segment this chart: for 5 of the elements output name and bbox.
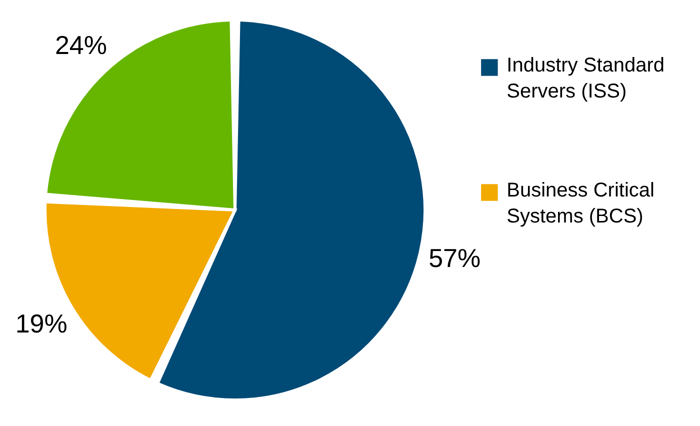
data-label: 19%: [15, 308, 68, 339]
data-label: 24%: [54, 30, 107, 60]
legend-label: Business Critical Systems (BCS): [506, 180, 654, 228]
data-label: 57%: [428, 243, 481, 274]
legend-label: Industry Standard Servers (ISS): [506, 54, 665, 102]
